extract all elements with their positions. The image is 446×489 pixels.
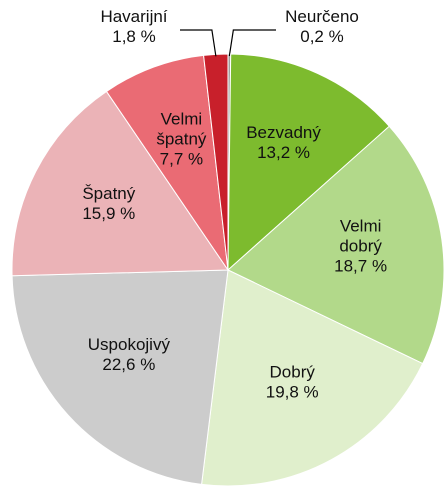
category-line: Havarijní: [100, 7, 167, 26]
category-line: špatný: [156, 129, 207, 148]
value-label: 7,7 %: [160, 149, 203, 168]
category-label: Velmi špatný: [156, 109, 207, 148]
category-label: Bezvadný: [246, 123, 321, 142]
value-label: 13,2 %: [257, 143, 310, 162]
value-label: 1,8 %: [112, 27, 155, 46]
value-label: 18,7 %: [334, 256, 387, 275]
category-line: Velmi: [340, 216, 382, 235]
pie-slice: [11, 90, 229, 277]
category-label: Dobrý: [270, 363, 316, 382]
category-label: Havarijní: [100, 7, 167, 26]
pie-slice: [11, 269, 229, 485]
category-line: Neurčeno: [285, 7, 359, 26]
pie-slice: [227, 53, 390, 272]
value-label: 19,8 %: [266, 383, 319, 402]
pie-slice: [105, 54, 229, 271]
category-line: Špatný: [82, 184, 135, 203]
category-line: Bezvadný: [246, 123, 321, 142]
category-label: Uspokojivý: [88, 335, 171, 354]
category-label: Neurčeno: [285, 7, 359, 26]
leader-line: [180, 29, 217, 57]
category-line: dobrý: [339, 236, 382, 255]
value-label: 22,6 %: [102, 355, 155, 374]
category-line: Dobrý: [270, 363, 316, 382]
category-line: Velmi: [161, 109, 203, 128]
pie-slice: [201, 269, 424, 487]
value-label: 15,9 %: [82, 204, 135, 223]
value-label: 0,2 %: [300, 27, 343, 46]
category-label: Špatný: [82, 184, 135, 203]
category-label: Velmi dobrý: [339, 216, 382, 255]
leader-line: [228, 29, 276, 57]
category-line: Uspokojivý: [88, 335, 171, 354]
pie-slice: [227, 125, 445, 365]
